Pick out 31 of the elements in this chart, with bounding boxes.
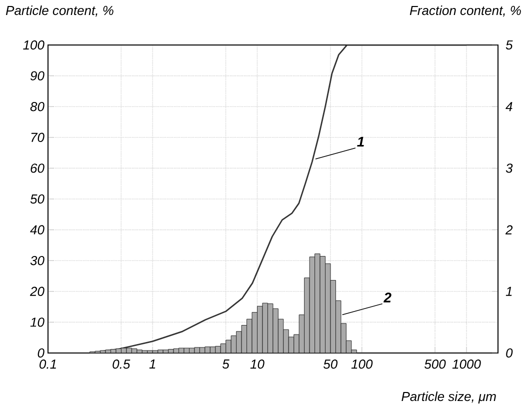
y-tick-label: 10 [30,318,44,327]
x-tick-label: 1000 [452,360,481,369]
y2-tick-label: 0 [506,348,513,358]
y2-axis-title: Fraction content, % [410,6,521,17]
y2-tick-label: 4 [506,102,512,112]
y-tick-label: 40 [30,225,44,234]
y-tick-label: 80 [30,102,44,112]
x-tick-label: 50 [323,360,338,369]
y-tick-label: 50 [30,194,44,204]
y2-tick-label: 5 [506,40,513,50]
x-tick-label: 0.1 [40,360,56,369]
y-tick-label: 70 [31,132,44,142]
y-tick-label: 30 [30,256,44,266]
y-axis-title: Particle content, % [6,6,114,17]
x-tick-label: 0.5 [112,360,130,369]
y-tick-label: 100 [23,40,44,50]
y-tick-label: 90 [30,71,44,80]
y-tick-label: 20 [30,286,44,296]
x-tick-label: 1 [149,360,156,368]
y2-tick-label: 2 [505,225,513,234]
x-axis-title: Particle size, μm [402,392,496,404]
x-tick-label: 100 [351,360,373,369]
x-tick-label: 10 [250,360,264,369]
y-tick-label: 0 [38,348,44,358]
y-tick-label: 60 [30,164,44,173]
annotation: 2 [383,292,392,302]
annotation: 1 [357,136,364,147]
y2-tick-label: 1 [506,286,512,296]
y2-tick-label: 3 [506,164,513,173]
x-tick-label: 5 [222,360,230,369]
x-tick-label: 500 [424,360,446,369]
